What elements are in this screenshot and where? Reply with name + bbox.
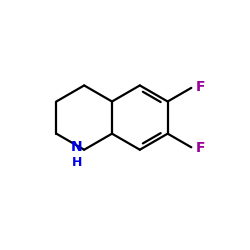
- Text: N: N: [71, 140, 83, 154]
- Text: H: H: [72, 156, 82, 169]
- Text: F: F: [196, 141, 205, 155]
- Text: F: F: [196, 80, 205, 94]
